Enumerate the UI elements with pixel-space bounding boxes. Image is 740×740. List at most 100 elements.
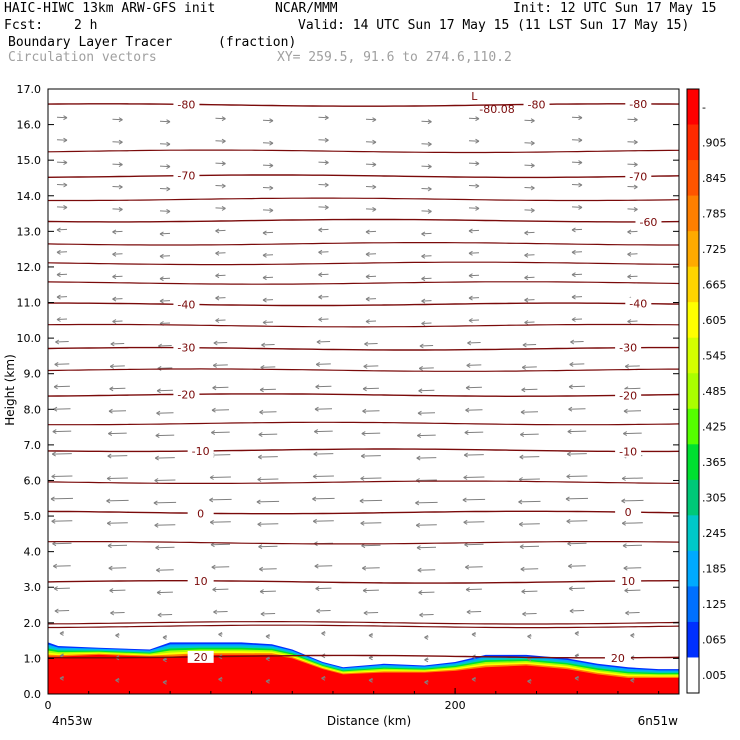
vector-arrow-12: [53, 408, 71, 410]
vector-arrow-284: [571, 139, 583, 141]
vector-arrowhead-208: [471, 676, 476, 682]
vector-arrowhead-187: [417, 567, 422, 573]
vector-arrow-228: [468, 229, 480, 232]
vector-arrowhead-80: [218, 631, 223, 637]
colorbar-label-8: .485: [702, 385, 727, 398]
vector-arrowhead-190: [415, 500, 420, 506]
vector-arrow-273: [569, 385, 585, 388]
vector-arrowhead-110: [258, 544, 263, 550]
vector-arrow-118: [260, 366, 276, 368]
vector-arrowhead-78: [218, 676, 223, 682]
vector-arrow-107: [260, 613, 276, 615]
contour-label-9-2: -80: [629, 98, 647, 111]
vector-arrow-113: [257, 478, 279, 480]
extremum-value: -80.08: [479, 103, 514, 116]
vector-arrow-58: [155, 546, 175, 549]
vector-arrowhead-124: [262, 230, 267, 236]
colorbar: - .905 .845 .785 .725 .665 .605 .545 .485 .425 .36…: [686, 88, 727, 694]
vector-arrowhead-230: [475, 183, 480, 189]
vector-arrow-10: [52, 453, 72, 455]
vector-arrowhead-177: [372, 206, 377, 212]
vector-arrowhead-73: [166, 208, 171, 214]
vector-arrowhead-90: [211, 407, 216, 413]
vector-arrow-36: [107, 455, 128, 457]
vector-arrowhead-274: [569, 361, 574, 367]
colorbar-segment-7: [687, 337, 699, 374]
vector-arrowhead-120: [262, 320, 267, 325]
vector-arrow-115: [258, 433, 278, 436]
vector-arrow-270: [567, 453, 587, 455]
vector-arrowhead-16: [56, 317, 61, 322]
contour-line-9: [47, 103, 680, 107]
vector-arrow-240: [519, 545, 540, 548]
vector-arrowhead-74: [166, 186, 171, 192]
vector-arrow-33: [107, 522, 128, 524]
vector-arrowhead-171: [364, 341, 369, 347]
vector-arrow-25: [56, 116, 68, 119]
colorbar-label-14: .125: [702, 598, 727, 611]
vector-arrow-276: [571, 318, 583, 320]
vector-arrowhead-62: [154, 455, 159, 461]
contour-label-bg-7-0: [635, 215, 662, 228]
y-tick-label-11: 11.0: [17, 297, 42, 310]
colorbar-label-5: .665: [702, 278, 727, 291]
vector-arrowhead-211: [466, 609, 471, 615]
vector-arrowhead-81: [213, 609, 218, 615]
colorbar-segment-3: [687, 195, 699, 232]
contour-label-bg-6-1: [625, 297, 652, 310]
vector-arrow-274: [569, 363, 585, 365]
vector-arrow-242: [518, 500, 541, 503]
vector-arrow-142: [314, 408, 333, 410]
contour-line-extra-1: [47, 621, 680, 625]
vector-arrow-258: [524, 142, 535, 144]
vector-arrow-96: [215, 274, 226, 277]
vector-arrowhead-38: [108, 408, 113, 414]
vector-arrow-70: [159, 277, 171, 280]
vector-arrowhead-76: [166, 141, 171, 147]
vector-arrow-175: [365, 253, 377, 255]
vector-arrowhead-219: [464, 430, 469, 436]
vector-arrow-180: [365, 141, 377, 143]
vector-arrow-88: [210, 454, 231, 456]
vector-arrow-84: [210, 543, 231, 546]
vector-arrowhead-61: [154, 478, 159, 483]
vector-arrowhead-178: [372, 184, 377, 190]
vector-arrowhead-224: [468, 318, 473, 323]
y-tick-label-17: 17.0: [17, 83, 42, 96]
vector-arrowhead-246: [520, 409, 525, 415]
vector-arrow-110: [258, 545, 278, 548]
colorbar-segment-1: [687, 124, 699, 161]
field-units: (fraction): [218, 35, 297, 50]
contour-label-3-1: -10: [619, 445, 637, 458]
vector-arrowhead-260: [574, 675, 579, 681]
vector-arrow-40: [110, 365, 125, 367]
vector-arrowhead-215: [463, 519, 468, 525]
vector-arrowhead-245: [520, 432, 525, 438]
vector-arrowhead-217: [463, 475, 468, 480]
vector-arrowhead-294: [621, 498, 626, 504]
vector-arrow-138: [312, 497, 335, 500]
vector-arrow-135: [314, 565, 333, 567]
colorbar-label-16: .005: [702, 669, 727, 682]
vector-arrowhead-289: [625, 610, 630, 616]
vector-arrow-65: [157, 389, 173, 392]
vector-arrowhead-275: [570, 339, 575, 345]
vector-arrow-252: [524, 276, 535, 279]
vector-arrow-259: [524, 119, 535, 122]
vector-arrow-232: [468, 140, 480, 142]
vector-arrow-66: [157, 367, 173, 369]
vector-arrowhead-36: [107, 453, 112, 459]
vector-arrowhead-306: [627, 229, 632, 235]
contour-line-extra-5: [47, 368, 679, 372]
vector-arrow-46: [112, 230, 123, 233]
contour-label-2-1: 0: [625, 506, 632, 519]
vector-arrow-86: [209, 498, 232, 501]
vector-arrow-171: [364, 343, 378, 345]
vector-arrowhead-159: [363, 610, 368, 616]
vector-arrow-144: [316, 363, 331, 365]
vector-arrow-61: [154, 479, 176, 481]
vector-arrow-309: [627, 163, 638, 166]
axis-layer: 0.0 1.0 2.0 3.0 4.0 5.0 6.0 7.0 8.0 9.0 10.0 11.0 12…: [17, 83, 679, 712]
vector-arrowhead-174: [365, 274, 370, 280]
